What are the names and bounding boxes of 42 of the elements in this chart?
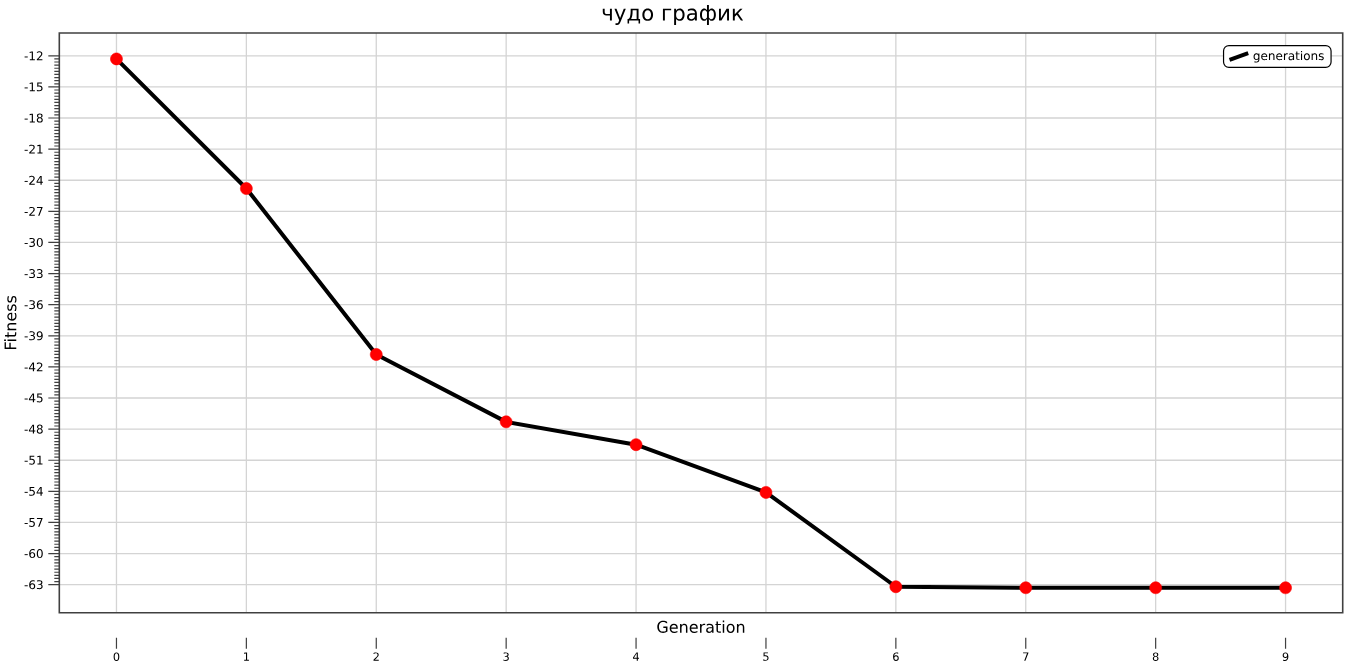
y-tick-label: -51 xyxy=(24,455,43,465)
x-tick-label: 3 xyxy=(503,652,509,661)
y-tick-label: -54 xyxy=(24,486,43,496)
y-tick-label: -42 xyxy=(24,362,43,372)
x-tick-label: 7 xyxy=(1023,652,1029,661)
y-tick-label: -60 xyxy=(24,549,43,559)
x-tick-label: 0 xyxy=(113,652,120,661)
y-tick-label: -39 xyxy=(24,331,43,341)
y-tick-label: -12 xyxy=(24,51,43,61)
legend-label: generations xyxy=(1253,50,1324,63)
point xyxy=(240,182,253,195)
y-tick-label: -36 xyxy=(24,300,43,310)
x-tick-label: 8 xyxy=(1152,652,1159,661)
x-axis-title: Generation xyxy=(657,620,745,633)
point xyxy=(1019,581,1033,595)
x-tick-label: 1 xyxy=(244,652,249,661)
y-tick-label: -30 xyxy=(24,237,43,247)
y-tick-label: -18 xyxy=(24,113,43,123)
x-tick-label: 5 xyxy=(763,652,769,661)
point xyxy=(759,486,773,499)
x-tick-label: 6 xyxy=(893,652,899,661)
y-tick-label: -45 xyxy=(24,393,43,403)
y-tick-label: -24 xyxy=(24,175,43,185)
y-tick-label: -15 xyxy=(24,82,43,92)
chart-title: чудо график xyxy=(602,4,744,25)
y-tick-label: -27 xyxy=(24,206,43,216)
point xyxy=(369,348,383,361)
y-tick-label: -21 xyxy=(24,144,43,154)
point xyxy=(499,415,513,429)
point xyxy=(1149,581,1162,595)
y-tick-label: -33 xyxy=(24,269,43,279)
x-tick-label: 9 xyxy=(1282,652,1289,661)
y-tick-label: -63 xyxy=(24,580,43,590)
y-tick-label: -57 xyxy=(24,518,43,527)
point xyxy=(1279,581,1292,595)
point xyxy=(629,438,643,451)
point xyxy=(110,52,123,66)
x-tick-label: 4 xyxy=(633,652,640,661)
x-tick-label: 2 xyxy=(373,652,379,661)
y-tick-label: -48 xyxy=(24,424,43,434)
point xyxy=(889,580,903,594)
y-axis-title: Fitness xyxy=(4,295,17,349)
